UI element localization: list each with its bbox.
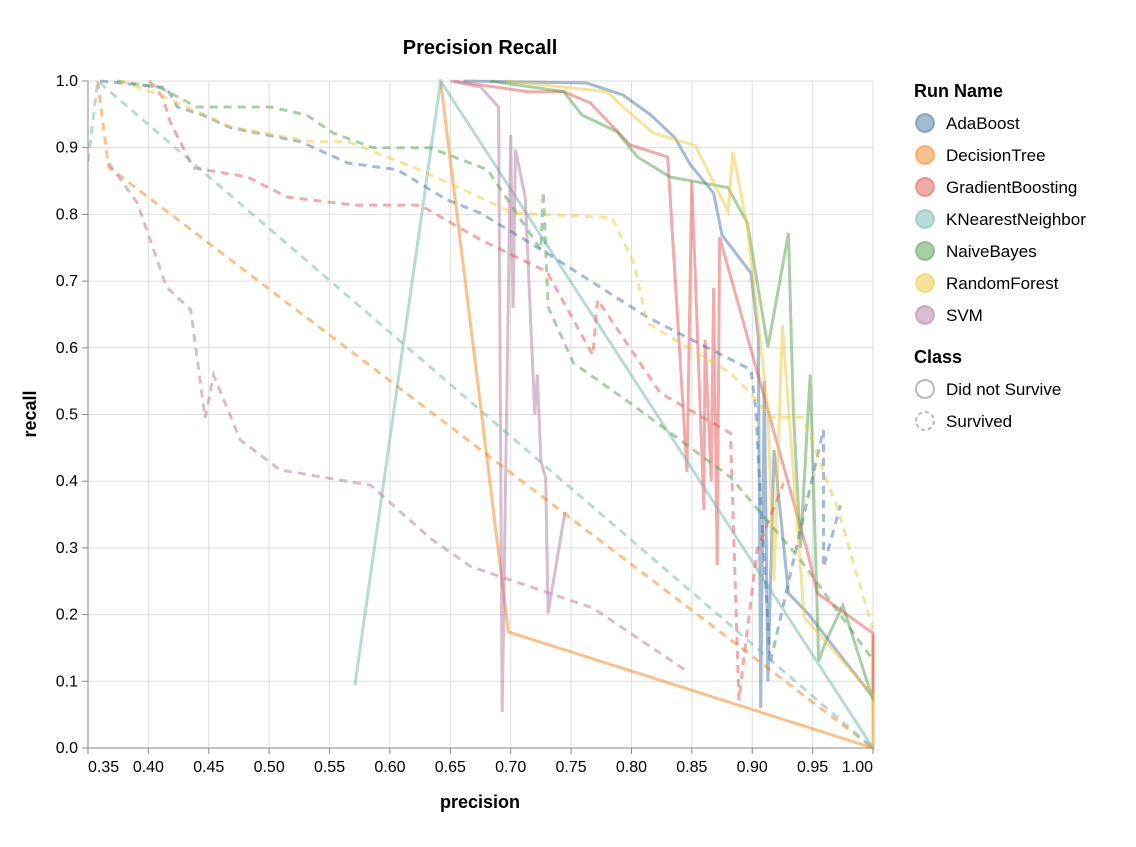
- y-tick-label: 0.7: [56, 273, 78, 290]
- legend-item-survived: Survived: [915, 411, 1012, 431]
- series-line-randomforest-survived: [120, 79, 875, 631]
- legend-dash-swatch: [915, 379, 935, 399]
- y-tick-label: 1.0: [56, 73, 78, 90]
- legend-swatch: [915, 273, 935, 293]
- legend-item-decisiontree: DecisionTree: [915, 145, 1046, 165]
- legend-swatch: [915, 305, 935, 325]
- legend-label: DecisionTree: [946, 146, 1046, 165]
- series-line-randomforest-did-not-survive: [506, 79, 875, 724]
- series-line-decisiontree-survived: [96, 80, 874, 750]
- series-line-gradientboosting-did-not-survive: [453, 79, 875, 702]
- legend-label: Did not Survive: [946, 380, 1061, 399]
- legend-swatch: [915, 113, 935, 133]
- x-tick-label: 0.75: [556, 759, 587, 776]
- legend-item-svm: SVM: [915, 305, 983, 325]
- y-tick-label: 0.3: [56, 540, 78, 557]
- legend-swatch: [915, 145, 935, 165]
- legend-title-run-name: Run Name: [914, 81, 1003, 101]
- y-tick-label: 0.4: [56, 473, 78, 490]
- legend-label: Survived: [946, 412, 1012, 431]
- legend-title-class: Class: [914, 347, 962, 367]
- legend-label: SVM: [946, 306, 983, 325]
- x-tick-label: 0.45: [193, 759, 224, 776]
- legend-swatch: [915, 177, 935, 197]
- x-tick-label: 0.40: [133, 759, 164, 776]
- x-tick-label: 0.95: [797, 759, 828, 776]
- legend-dash-swatch: [915, 411, 935, 431]
- y-tick-label: 0.1: [56, 673, 78, 690]
- series-line-svm-did-not-survive: [450, 79, 567, 713]
- x-axis-title: precision: [440, 792, 520, 812]
- legend-swatch: [915, 241, 935, 261]
- y-axis-title: recall: [20, 390, 40, 437]
- legend-swatch: [915, 209, 935, 229]
- series-lines: [88, 79, 875, 750]
- y-tick-label: 0.5: [56, 407, 78, 424]
- series-line-knearestneighbor-survived: [88, 79, 874, 750]
- legend-item-adaboost: AdaBoost: [915, 113, 1020, 133]
- y-tick-label: 0.8: [56, 206, 78, 223]
- legend-item-did-not-survive: Did not Survive: [915, 379, 1061, 399]
- legend-label: RandomForest: [946, 274, 1059, 293]
- legend-item-knearestneighbor: KNearestNeighbor: [915, 209, 1086, 229]
- x-tick-label: 0.70: [495, 759, 526, 776]
- y-tick-label: 0.9: [56, 140, 78, 157]
- y-tick-label: 0.0: [56, 740, 78, 757]
- series-line-naivebayes-survived: [116, 79, 875, 661]
- x-tick-label: 0.60: [374, 759, 405, 776]
- series-line-adaboost-survived: [99, 79, 842, 664]
- legend-label: GradientBoosting: [946, 178, 1077, 197]
- x-tick-label: 0.90: [737, 759, 768, 776]
- chart-title: Precision Recall: [403, 37, 558, 59]
- x-tick-label: 0.50: [254, 759, 285, 776]
- x-tick-label: 0.55: [314, 759, 345, 776]
- axes: 0.35 0.40 0.45 0.50 0.55 0.60 0.65 0.70 0.75 0.80…: [56, 73, 874, 776]
- legend: Run Name AdaBoost DecisionTree GradientBoo…: [914, 81, 1086, 431]
- legend-item-naivebayes: NaiveBayes: [915, 241, 1037, 261]
- x-tick-label: 0.35: [88, 759, 119, 776]
- x-tick-label: 0.85: [676, 759, 707, 776]
- y-tick-label: 0.2: [56, 607, 78, 624]
- y-tick-label: 0.6: [56, 340, 78, 357]
- legend-item-randomforest: RandomForest: [915, 273, 1059, 293]
- x-tick-label: 1.00: [842, 759, 873, 776]
- legend-item-gradientboosting: GradientBoosting: [915, 177, 1077, 197]
- x-tick-label: 0.65: [435, 759, 466, 776]
- x-tick-label: 0.80: [616, 759, 647, 776]
- series-line-knearestneighbor-did-not-survive: [353, 79, 875, 749]
- legend-label: NaiveBayes: [946, 242, 1037, 261]
- series-line-svm-survived: [107, 162, 690, 674]
- series-line-naivebayes-did-not-survive: [489, 79, 875, 701]
- legend-label: KNearestNeighbor: [946, 210, 1086, 229]
- legend-label: AdaBoost: [946, 114, 1020, 133]
